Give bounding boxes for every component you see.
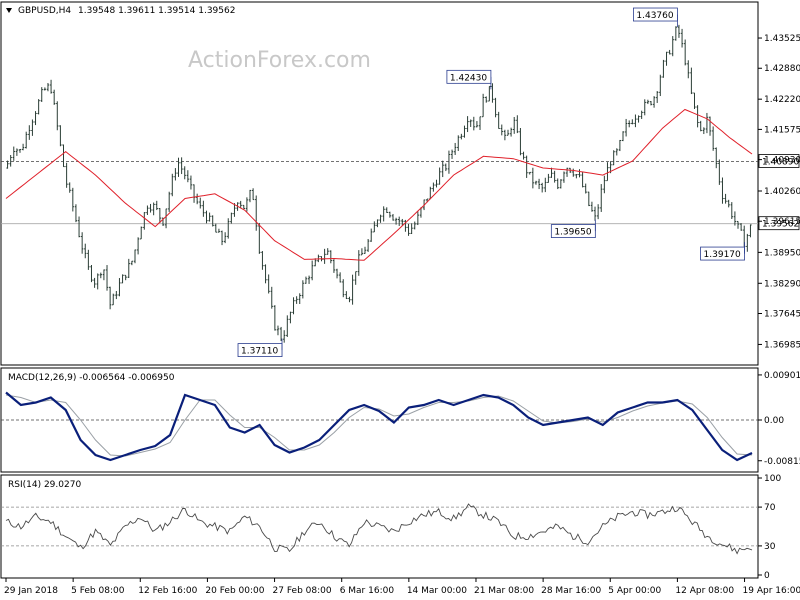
price-tick-label: 1.41575: [764, 125, 800, 135]
price-tag-box-1: [758, 154, 800, 168]
time-tick-label: 6 Mar 16:00: [340, 586, 395, 596]
annotation-label-3: 1.39650: [554, 228, 591, 238]
rsi-tick-label: 0: [764, 571, 770, 581]
time-tick-label: 5 Apr 00:00: [608, 586, 661, 596]
macd-tick-label: -0.00815: [764, 457, 800, 467]
annotation-label-4: 1.43760: [636, 11, 673, 21]
time-tick-label: 29 Jan 2018: [4, 586, 58, 596]
annotation-label-5: 1.39170: [704, 250, 741, 260]
time-tick-label: 12 Apr 08:00: [675, 586, 734, 596]
price-axis: 1.40890 1.39562 1.43525 1.42880 1.42220 1.415…: [758, 34, 800, 350]
rsi-line: [5, 503, 753, 555]
time-tick-label: 21 Mar 08:00: [474, 586, 534, 596]
price-tick-label: 1.39615: [764, 217, 800, 227]
macd-layer: [1, 391, 758, 462]
rsi-axis: 100 70 30 0: [758, 474, 781, 581]
price-tag-box-2: [758, 216, 800, 231]
moving-average-line: [5, 108, 753, 261]
time-tick-label: 5 Feb 08:00: [71, 586, 125, 596]
price-tick-label: 1.36985: [764, 340, 800, 350]
rsi-layer: [1, 503, 758, 555]
time-tick-label: 14 Mar 00:00: [407, 586, 467, 596]
time-tick-label: 19 Apr 16:00: [743, 586, 800, 596]
macd-axis: 0.009014 0.00 -0.00815: [758, 371, 800, 467]
time-tick-label: 12 Feb 16:00: [138, 586, 197, 596]
price-tick-label: 1.40260: [764, 187, 800, 197]
price-tick-label: 1.40930: [764, 156, 800, 166]
time-tick-label: 27 Feb 08:00: [273, 586, 332, 596]
annotation-label-1: 1.37110: [241, 347, 278, 357]
price-tag-label-2: 1.39562: [762, 220, 799, 230]
rsi-tick-label: 30: [764, 542, 776, 552]
rsi-tick-label: 100: [764, 474, 781, 484]
time-axis: 29 Jan 2018 5 Feb 08:00 12 Feb 16:00 20 Feb…: [4, 578, 800, 596]
ohlc-readout: 1.39548 1.39611 1.39514 1.39562: [78, 6, 235, 16]
price-tick-label: 1.42880: [764, 64, 800, 74]
price-annotations: 1.37110 1.42430 1.39650 1.43760 1.39170: [237, 7, 745, 357]
price-tick-label: 1.42220: [764, 95, 800, 105]
collapse-arrow-icon[interactable]: [6, 8, 12, 13]
price-tick-label: 1.37645: [764, 310, 800, 320]
rsi-title: RSI(14) 29.0270: [8, 480, 81, 490]
candlestick-series: [6, 24, 752, 343]
price-tick-label: 1.38950: [764, 248, 800, 258]
price-tag-label-1: 1.40890: [762, 157, 799, 167]
macd-main-line: [5, 391, 753, 462]
macd-tick-label: 0.009014: [764, 371, 800, 381]
watermark: ActionForex.com: [188, 48, 371, 73]
time-tick-label: 28 Mar 16:00: [541, 586, 601, 596]
price-panel-frame: [0, 1, 759, 366]
rsi-panel-frame: [0, 474, 759, 579]
rsi-tick-label: 70: [764, 503, 776, 513]
price-tick-label: 1.43525: [764, 34, 800, 44]
annotation-label-2: 1.42430: [450, 73, 487, 83]
symbol-title: GBPUSD,H4: [18, 6, 71, 16]
time-tick-label: 20 Feb 00:00: [205, 586, 264, 596]
macd-signal-line: [5, 394, 753, 457]
macd-tick-label: 0.00: [764, 416, 784, 426]
moving-average-layer: [5, 108, 753, 261]
price-tick-label: 1.38290: [764, 279, 800, 289]
macd-title: MACD(12,26,9) -0.006564 -0.006950: [8, 373, 175, 383]
